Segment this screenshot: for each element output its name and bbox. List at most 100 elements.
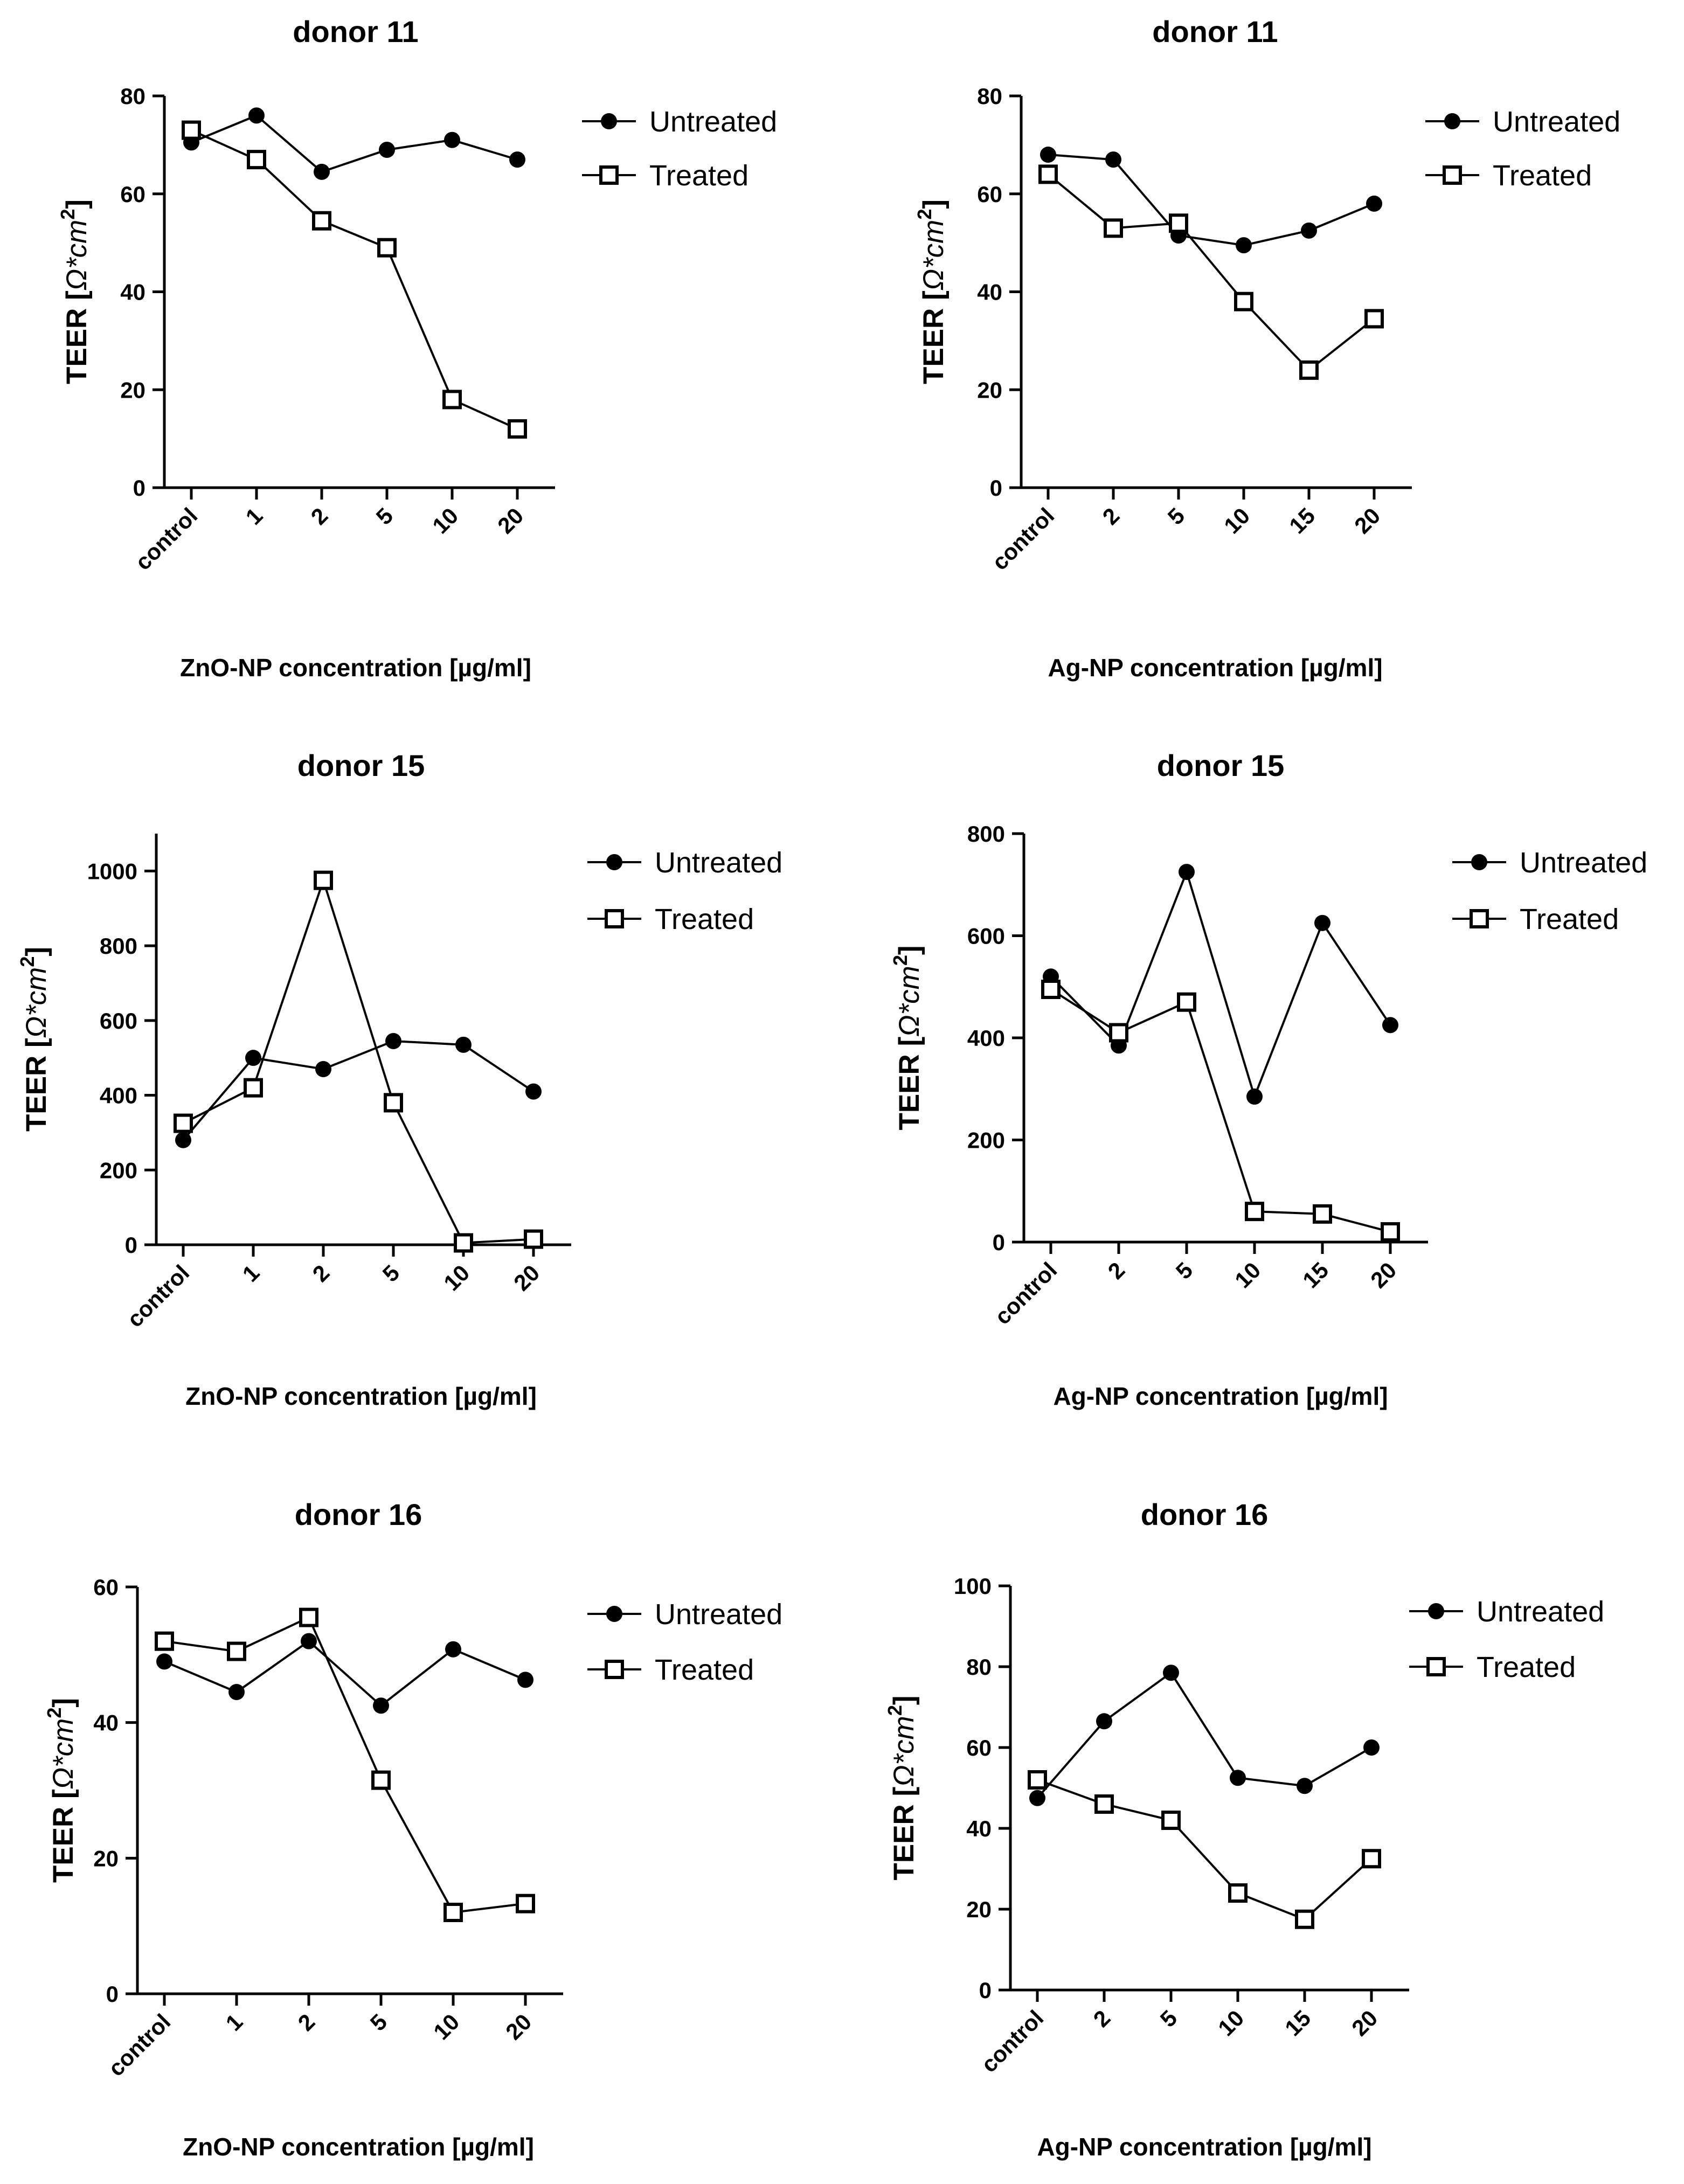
- x-tick-label: control: [103, 2009, 175, 2081]
- y-tick-label: 60: [93, 1575, 119, 1600]
- x-tick-label: 10: [428, 2009, 464, 2044]
- legend-marker-untreated: [1471, 854, 1487, 870]
- data-point-untreated: [248, 107, 265, 124]
- chart-title: donor 15: [1157, 748, 1284, 782]
- data-point-treated: [1169, 213, 1188, 233]
- data-point-treated: [1028, 1770, 1047, 1790]
- x-tick-label: 20: [1349, 503, 1385, 538]
- y-tick-label: 60: [977, 182, 1002, 207]
- y-tick-label: 0: [990, 475, 1002, 501]
- chart-panel-3: donor 15 0 200 400 600 800 1000 control 1 2 5 10 20 T…: [16, 748, 782, 1410]
- y-axis-label-end: ]: [61, 199, 93, 209]
- y-tick-label: 60: [120, 182, 145, 207]
- y-tick-label: 0: [106, 1981, 119, 2007]
- legend-label-treated: Treated: [1493, 160, 1592, 192]
- y-tick-label: 600: [967, 924, 1005, 949]
- x-tick-label: 20: [1347, 2005, 1382, 2041]
- data-point-treated: [1362, 1849, 1381, 1869]
- x-tick-label: 20: [509, 1260, 544, 1295]
- legend-marker-treated: [1470, 909, 1489, 928]
- data-point-treated: [377, 238, 397, 258]
- data-point-untreated: [379, 141, 395, 158]
- x-tick-label: control: [130, 503, 202, 575]
- x-axis-label: Ag-NP concentration [µg/ml]: [1037, 2133, 1371, 2161]
- legend-marker-treated: [599, 165, 619, 185]
- data-point-treated: [1299, 360, 1319, 380]
- data-point-treated: [1161, 1811, 1181, 1830]
- data-point-untreated: [1382, 1017, 1398, 1034]
- data-point-untreated: [373, 1697, 389, 1714]
- x-tick-label: control: [989, 1257, 1062, 1329]
- y-tick-label: 400: [100, 1083, 137, 1108]
- data-point-untreated: [1301, 222, 1317, 239]
- data-point-untreated: [228, 1684, 245, 1701]
- data-point-treated: [508, 419, 527, 439]
- data-point-treated: [182, 120, 201, 140]
- y-tick-label: 80: [966, 1654, 992, 1680]
- data-point-treated: [247, 150, 266, 170]
- y-tick-label: 0: [125, 1232, 137, 1258]
- data-point-treated: [174, 1113, 193, 1133]
- y-axis-label-sup: 2: [57, 209, 79, 220]
- y-tick-label: 40: [977, 280, 1002, 305]
- legend: Untreated Treated: [582, 106, 777, 192]
- y-axis-label-unit: Ω*cm: [20, 967, 52, 1038]
- y-tick-label: 80: [977, 84, 1002, 109]
- data-point-treated: [1104, 218, 1123, 238]
- y-tick-label: 40: [93, 1710, 119, 1736]
- y-tick-label: 80: [120, 84, 145, 109]
- chart-panel-2: donor 11 0 20 40 60 80 control 2 5 10 15 20 TEER [Ω*…: [913, 15, 1620, 682]
- legend-label-treated: Treated: [655, 1654, 754, 1686]
- y-axis-label-main: TEER [: [20, 1038, 52, 1132]
- y-tick-label: 40: [966, 1816, 992, 1841]
- legend-marker-untreated: [606, 854, 622, 870]
- data-point-untreated: [385, 1032, 401, 1049]
- y-tick-label: 400: [967, 1025, 1005, 1051]
- data-point-treated: [1234, 292, 1253, 311]
- data-point-treated: [227, 1641, 246, 1661]
- chart-title: donor 16: [1141, 1497, 1268, 1531]
- y-axis-label-end: ]: [893, 945, 925, 955]
- data-point-untreated: [445, 1641, 461, 1658]
- x-axis-label: Ag-NP concentration [µg/ml]: [1053, 1382, 1388, 1410]
- x-tick-label: 20: [501, 2009, 536, 2044]
- y-axis-label-unit: Ω*cm: [888, 1716, 920, 1787]
- y-axis-label-main: TEER [: [893, 1037, 925, 1131]
- legend-label-treated: Treated: [655, 903, 754, 935]
- x-tick-label: control: [976, 2005, 1048, 2077]
- y-tick-label: 0: [133, 475, 145, 501]
- data-point-treated: [516, 1894, 535, 1913]
- data-point-treated: [384, 1093, 403, 1113]
- data-point-treated: [1381, 1222, 1400, 1242]
- series-line-treated: [1037, 1779, 1373, 1921]
- y-tick-label: 0: [993, 1230, 1005, 1255]
- legend-label-untreated: Untreated: [1493, 106, 1620, 138]
- data-point-untreated: [525, 1083, 542, 1100]
- y-axis-label-end: ]: [888, 1695, 920, 1705]
- y-tick-label: 0: [979, 1978, 992, 2003]
- x-tick-label: 10: [1230, 1257, 1265, 1293]
- x-tick-label: 2: [293, 2009, 320, 2036]
- x-tick-label: 5: [1171, 1257, 1198, 1284]
- legend-label-treated: Treated: [1477, 1651, 1576, 1683]
- data-point-untreated: [315, 1060, 331, 1077]
- y-tick-label: 800: [100, 933, 137, 959]
- x-tick-label: 5: [365, 2009, 392, 2036]
- y-tick-label: 1000: [87, 858, 137, 884]
- data-point-untreated: [1366, 195, 1382, 212]
- y-axis-label-end: ]: [20, 947, 52, 956]
- y-tick-label: 60: [966, 1735, 992, 1760]
- data-point-treated: [1364, 309, 1384, 329]
- x-tick-label: control: [987, 503, 1059, 575]
- y-tick-label: 20: [966, 1897, 992, 1922]
- y-tick-label: 200: [100, 1157, 137, 1183]
- series-line-untreated: [1036, 1671, 1372, 1799]
- y-axis-label-main: TEER [: [918, 290, 950, 384]
- data-point-treated: [443, 1903, 463, 1922]
- x-tick-label: 2: [308, 1260, 335, 1287]
- data-point-untreated: [1105, 151, 1121, 168]
- y-axis-label: TEER [Ω*cm2]: [913, 199, 950, 384]
- data-point-treated: [244, 1078, 263, 1098]
- x-tick-label: 10: [427, 503, 463, 538]
- x-tick-label: 10: [439, 1260, 474, 1295]
